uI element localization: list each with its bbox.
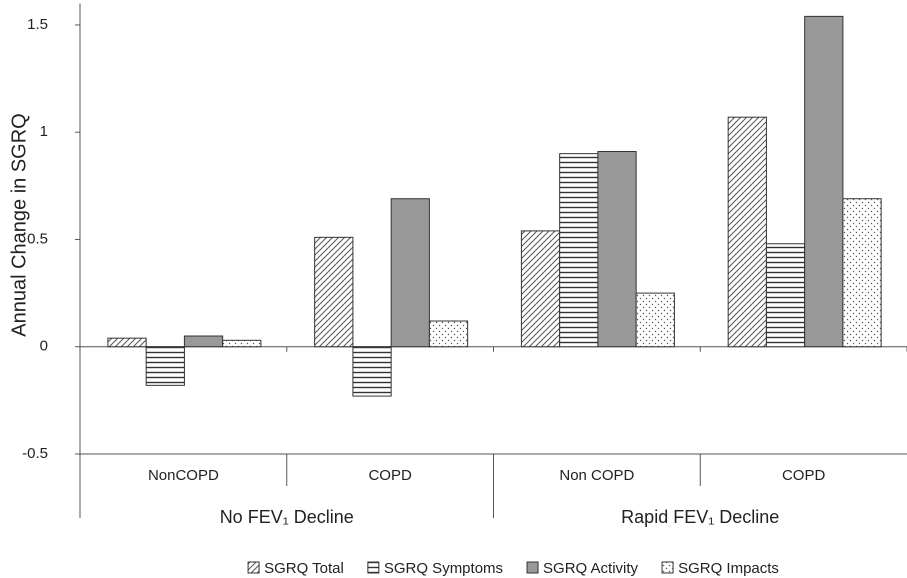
bar bbox=[352, 346, 392, 397]
bar bbox=[145, 346, 185, 386]
legend-item: SGRQ Total bbox=[247, 560, 344, 577]
bar bbox=[597, 151, 637, 348]
x-tick-label: COPD bbox=[368, 467, 412, 484]
x-tick-label: COPD bbox=[782, 467, 826, 484]
bar bbox=[428, 320, 469, 348]
bar bbox=[804, 15, 844, 348]
y-tick-label: 0 bbox=[40, 338, 48, 355]
bar bbox=[635, 292, 675, 348]
legend-swatch bbox=[367, 561, 380, 574]
y-tick-label: 1 bbox=[40, 123, 48, 140]
legend-item: SGRQ Impacts bbox=[661, 560, 779, 577]
x-tick-label: Non COPD bbox=[559, 467, 634, 484]
bar bbox=[727, 116, 767, 348]
bar bbox=[765, 243, 806, 348]
legend-swatch bbox=[526, 561, 539, 574]
bar bbox=[842, 198, 882, 348]
legend-item: SGRQ Symptoms bbox=[367, 560, 503, 577]
legend-swatch bbox=[247, 561, 260, 574]
bar bbox=[390, 198, 430, 348]
bar bbox=[107, 337, 147, 348]
y-axis-title: Annual Change in SGRQ bbox=[8, 113, 30, 336]
group-label: Rapid FEV₁ Decline bbox=[621, 507, 779, 527]
y-tick-label: -0.5 bbox=[22, 445, 48, 462]
legend-label: SGRQ Impacts bbox=[678, 560, 779, 577]
bar bbox=[183, 335, 224, 348]
legend-label: SGRQ Activity bbox=[543, 560, 639, 577]
y-tick-label: 1.5 bbox=[27, 16, 48, 33]
x-tick-label: NonCOPD bbox=[148, 467, 219, 484]
legend-swatch bbox=[661, 561, 674, 574]
legend-label: SGRQ Symptoms bbox=[384, 560, 503, 577]
legend-label: SGRQ Total bbox=[264, 560, 344, 577]
legend-item: SGRQ Activity bbox=[526, 560, 639, 577]
bar bbox=[520, 230, 561, 348]
bar bbox=[559, 153, 599, 348]
group-label: No FEV₁ Decline bbox=[220, 507, 354, 527]
y-tick-label: 0.5 bbox=[27, 230, 48, 247]
bar bbox=[314, 236, 354, 348]
bar bbox=[222, 339, 262, 348]
